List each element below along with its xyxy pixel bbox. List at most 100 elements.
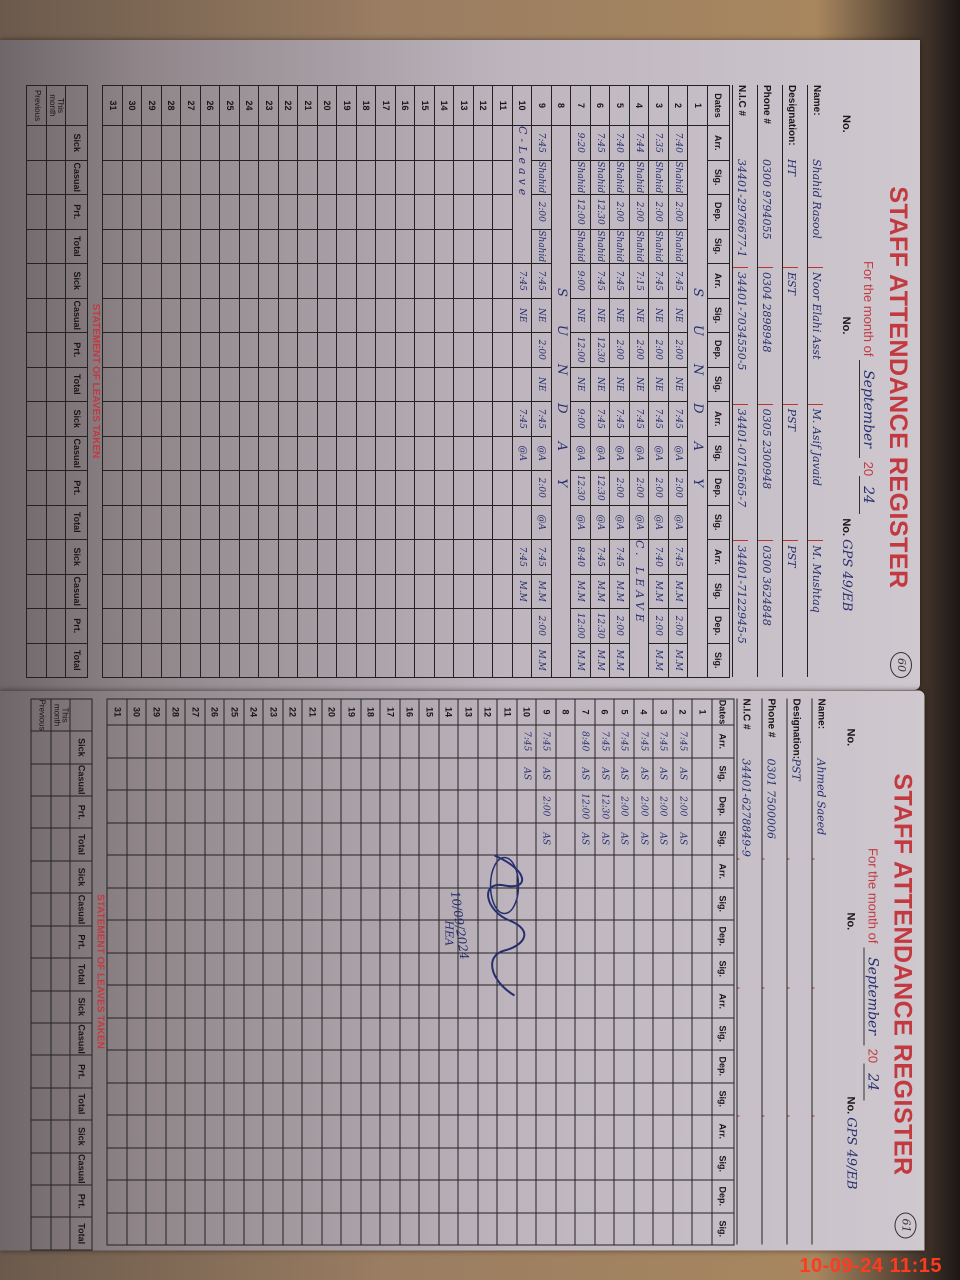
attendance-cell[interactable]: [200, 505, 220, 540]
attendance-cell[interactable]: [166, 1212, 186, 1245]
leave-cell[interactable]: [27, 367, 47, 402]
attendance-cell[interactable]: [146, 1212, 166, 1245]
attendance-cell[interactable]: [146, 725, 166, 758]
attendance-cell[interactable]: [322, 1050, 342, 1083]
attendance-cell[interactable]: [244, 1212, 264, 1245]
attendance-cell[interactable]: [181, 643, 201, 678]
attendance-cell[interactable]: [322, 887, 342, 920]
attendance-cell[interactable]: 2:00: [649, 194, 669, 229]
attendance-cell[interactable]: [127, 822, 147, 855]
attendance-cell[interactable]: [259, 539, 279, 574]
attendance-cell[interactable]: 7:45: [629, 401, 649, 436]
attendance-cell[interactable]: 9:00: [571, 263, 591, 298]
attendance-cell[interactable]: [239, 298, 259, 333]
attendance-cell[interactable]: [575, 1212, 595, 1245]
attendance-cell[interactable]: [322, 1147, 342, 1180]
attendance-cell[interactable]: [556, 725, 576, 758]
attendance-cell[interactable]: [473, 643, 493, 678]
attendance-cell[interactable]: [493, 470, 513, 505]
attendance-cell[interactable]: [317, 367, 337, 402]
attendance-cell[interactable]: [239, 194, 259, 229]
attendance-cell[interactable]: [239, 643, 259, 678]
leave-cell[interactable]: [51, 1022, 71, 1056]
attendance-cell[interactable]: [259, 229, 279, 264]
attendance-cell[interactable]: [473, 160, 493, 195]
attendance-cell[interactable]: 7:45: [590, 263, 610, 298]
attendance-cell[interactable]: [224, 887, 244, 920]
attendance-cell[interactable]: [400, 1050, 420, 1083]
attendance-cell[interactable]: [356, 539, 376, 574]
attendance-cell[interactable]: [322, 1017, 342, 1050]
attendance-cell[interactable]: [458, 725, 478, 758]
attendance-cell[interactable]: [263, 790, 283, 823]
attendance-cell[interactable]: [361, 920, 381, 953]
attendance-cell[interactable]: [419, 757, 439, 790]
attendance-cell[interactable]: [244, 725, 264, 758]
attendance-cell[interactable]: [536, 1180, 556, 1213]
attendance-cell[interactable]: 7:45: [590, 125, 610, 160]
attendance-cell[interactable]: [614, 1180, 634, 1213]
attendance-cell[interactable]: [259, 367, 279, 402]
attendance-cell[interactable]: [322, 1082, 342, 1115]
attendance-cell[interactable]: [673, 920, 693, 953]
attendance-cell[interactable]: [142, 229, 162, 264]
attendance-cell[interactable]: [400, 790, 420, 823]
attendance-cell[interactable]: [356, 608, 376, 643]
attendance-cell[interactable]: M.M: [668, 574, 688, 609]
attendance-cell[interactable]: [400, 725, 420, 758]
attendance-cell[interactable]: [692, 790, 712, 823]
attendance-cell[interactable]: [341, 952, 361, 985]
attendance-cell[interactable]: [400, 985, 420, 1018]
attendance-cell[interactable]: [220, 436, 240, 471]
attendance-cell[interactable]: [454, 298, 474, 333]
attendance-cell[interactable]: Shahid: [668, 160, 688, 195]
attendance-cell[interactable]: @A: [668, 436, 688, 471]
attendance-cell[interactable]: [556, 887, 576, 920]
leave-cell[interactable]: [27, 229, 47, 264]
attendance-cell[interactable]: 2:00: [668, 608, 688, 643]
attendance-cell[interactable]: [415, 160, 435, 195]
attendance-cell[interactable]: [458, 1082, 478, 1115]
attendance-cell[interactable]: [200, 125, 220, 160]
attendance-cell[interactable]: [302, 790, 322, 823]
attendance-cell[interactable]: @A: [532, 436, 552, 471]
attendance-cell[interactable]: [200, 229, 220, 264]
attendance-cell[interactable]: M.M: [668, 643, 688, 678]
attendance-cell[interactable]: [146, 1050, 166, 1083]
attendance-cell[interactable]: [298, 229, 318, 264]
attendance-cell[interactable]: [337, 298, 357, 333]
attendance-cell[interactable]: [376, 298, 396, 333]
attendance-cell[interactable]: [283, 887, 303, 920]
attendance-cell[interactable]: [517, 1050, 537, 1083]
attendance-cell[interactable]: [278, 436, 298, 471]
attendance-cell[interactable]: [142, 401, 162, 436]
attendance-cell[interactable]: [415, 539, 435, 574]
attendance-cell[interactable]: [107, 1212, 127, 1245]
leave-cell[interactable]: [46, 608, 66, 643]
attendance-cell[interactable]: M.M: [590, 643, 610, 678]
attendance-cell[interactable]: [298, 574, 318, 609]
attendance-cell[interactable]: [415, 608, 435, 643]
attendance-cell[interactable]: 7:45: [673, 725, 693, 758]
attendance-cell[interactable]: [575, 1147, 595, 1180]
attendance-cell[interactable]: [536, 855, 556, 888]
attendance-cell[interactable]: [220, 470, 240, 505]
attendance-cell[interactable]: [322, 1180, 342, 1213]
attendance-cell[interactable]: [317, 160, 337, 195]
attendance-cell[interactable]: [434, 505, 454, 540]
attendance-cell[interactable]: [419, 1017, 439, 1050]
attendance-cell[interactable]: [122, 125, 142, 160]
attendance-cell[interactable]: 12:30: [590, 194, 610, 229]
attendance-cell[interactable]: [205, 1115, 225, 1148]
attendance-cell[interactable]: [497, 1212, 517, 1245]
attendance-cell[interactable]: 7:45: [649, 263, 669, 298]
attendance-cell[interactable]: [103, 332, 123, 367]
attendance-cell[interactable]: [103, 608, 123, 643]
attendance-cell[interactable]: [653, 855, 673, 888]
leave-cell[interactable]: [51, 893, 71, 926]
attendance-cell[interactable]: 7:45: [668, 401, 688, 436]
attendance-cell[interactable]: [595, 1147, 615, 1180]
attendance-cell[interactable]: [298, 608, 318, 643]
attendance-cell[interactable]: [434, 298, 454, 333]
attendance-cell[interactable]: [653, 887, 673, 920]
